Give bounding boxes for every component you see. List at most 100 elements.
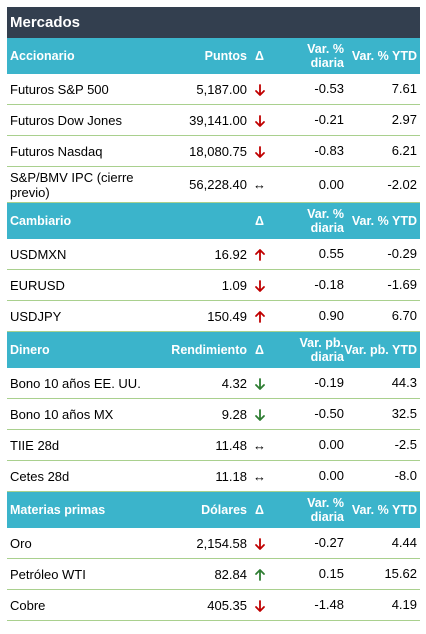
section-header: Cambiario Δ Var. % diaria Var. % YTD bbox=[7, 203, 420, 239]
ytd-change: 6.21 bbox=[391, 143, 417, 158]
down-arrow-icon bbox=[247, 535, 272, 551]
down-arrow-icon bbox=[247, 277, 272, 293]
ytd-change: 6.70 bbox=[391, 308, 417, 323]
table-row: USDMXN 16.92 0.55 -0.29 bbox=[7, 239, 420, 270]
daily-change: -0.83 bbox=[314, 143, 344, 158]
column-header: Rendimiento bbox=[171, 343, 247, 357]
ytd-change: 44.3 bbox=[391, 375, 417, 390]
section-header: Dinero Rendimiento Δ Var. pb. diaria Var. pb… bbox=[7, 332, 420, 368]
instrument-value: 405.35 bbox=[207, 597, 247, 613]
daily-change: -0.53 bbox=[314, 81, 344, 96]
table-row: Petróleo WTI 82.84 0.15 15.62 bbox=[7, 559, 420, 590]
instrument-name: USDJPY bbox=[10, 308, 62, 324]
instrument-name: EURUSD bbox=[10, 277, 65, 293]
column-header: Var. % YTD bbox=[351, 214, 417, 228]
table-row: Futuros S&P 500 5,187.00 -0.53 7.61 bbox=[7, 74, 420, 105]
daily-change: 0.00 bbox=[318, 437, 344, 452]
daily-change: -1.48 bbox=[314, 597, 344, 612]
down-arrow-icon bbox=[247, 81, 272, 97]
ytd-change: 4.19 bbox=[391, 597, 417, 612]
instrument-value: 150.49 bbox=[207, 308, 247, 324]
instrument-name: TIIE 28d bbox=[10, 437, 60, 453]
daily-change: -0.50 bbox=[314, 406, 344, 421]
up-arrow-icon bbox=[247, 246, 272, 262]
column-header: Dinero bbox=[10, 342, 50, 357]
column-header: Cambiario bbox=[10, 213, 72, 228]
instrument-name: Futuros Dow Jones bbox=[10, 112, 122, 128]
daily-change: -0.21 bbox=[314, 112, 344, 127]
instrument-name: Futuros S&P 500 bbox=[10, 81, 109, 97]
flat-arrow-icon: ↔ bbox=[247, 177, 272, 192]
daily-change: 0.90 bbox=[318, 308, 344, 323]
instrument-name: USDMXN bbox=[10, 246, 67, 262]
column-header: Δ bbox=[255, 343, 264, 357]
daily-change: 0.00 bbox=[318, 468, 344, 483]
flat-arrow-glyph: ↔ bbox=[253, 177, 266, 192]
column-header: Var. % YTD bbox=[351, 49, 417, 63]
column-header: Δ bbox=[255, 49, 264, 63]
column-header: Puntos bbox=[204, 49, 247, 63]
down-arrow-icon bbox=[247, 597, 272, 613]
table-row: Cobre 405.35 -1.48 4.19 bbox=[7, 590, 420, 621]
column-header: Accionario bbox=[10, 48, 75, 63]
table-row: Bono 10 años EE. UU. 4.32 -0.19 44.3 bbox=[7, 368, 420, 399]
ytd-change: 4.44 bbox=[391, 535, 417, 550]
instrument-value: 5,187.00 bbox=[196, 81, 247, 97]
up-arrow-icon bbox=[247, 566, 272, 582]
flat-arrow-glyph: ↔ bbox=[253, 437, 266, 453]
daily-change: -0.27 bbox=[314, 535, 344, 550]
table-row: Oro 2,154.58 -0.27 4.44 bbox=[7, 528, 420, 559]
ytd-change: -8.0 bbox=[394, 468, 417, 483]
ytd-change: -1.69 bbox=[387, 277, 417, 292]
ytd-change: 2.97 bbox=[391, 112, 417, 127]
instrument-value: 4.32 bbox=[221, 375, 247, 391]
daily-change: 0.15 bbox=[318, 566, 344, 581]
up-arrow-icon bbox=[247, 308, 272, 324]
table-row: USDJPY 150.49 0.90 6.70 bbox=[7, 301, 420, 332]
instrument-value: 11.48 bbox=[215, 437, 247, 453]
table-title: Mercados bbox=[7, 7, 420, 38]
table-row: S&P/BMV IPC (cierre previo) 56,228.40 ↔ 0.0… bbox=[7, 167, 420, 203]
section-header: Accionario Puntos Δ Var. % diaria Var. % YTD bbox=[7, 38, 420, 74]
instrument-value: 82.84 bbox=[214, 566, 247, 582]
instrument-value: 11.18 bbox=[215, 468, 247, 484]
daily-change: 0.55 bbox=[318, 246, 344, 261]
table-row: Futuros Nasdaq 18,080.75 -0.83 6.21 bbox=[7, 136, 420, 167]
flat-arrow-icon: ↔ bbox=[247, 438, 272, 453]
instrument-name: Oro bbox=[10, 535, 32, 551]
table-row: EURUSD 1.09 -0.18 -1.69 bbox=[7, 270, 420, 301]
daily-change: -0.19 bbox=[314, 375, 344, 390]
down-arrow-icon bbox=[247, 112, 272, 128]
instrument-name: Futuros Nasdaq bbox=[10, 143, 103, 159]
column-header: Var. pb. diaria bbox=[299, 336, 344, 364]
ytd-change: -2.02 bbox=[387, 176, 417, 192]
down-arrow-icon bbox=[247, 406, 272, 422]
daily-change: 0.00 bbox=[318, 176, 344, 192]
table-row: Cetes 28d 11.18 ↔ 0.00 -8.0 bbox=[7, 461, 420, 492]
column-header: Var. pb. YTD bbox=[344, 343, 417, 357]
table-row: Bono 10 años MX 9.28 -0.50 32.5 bbox=[7, 399, 420, 430]
instrument-name: Petróleo WTI bbox=[10, 566, 86, 582]
ytd-change: -0.29 bbox=[387, 246, 417, 261]
flat-arrow-icon: ↔ bbox=[247, 469, 272, 484]
column-header: Var. % YTD bbox=[351, 503, 417, 517]
section-header: Materias primas Dólares Δ Var. % diaria Var.… bbox=[7, 492, 420, 528]
column-header: Var. % diaria bbox=[307, 207, 344, 235]
table-row: Futuros Dow Jones 39,141.00 -0.21 2.97 bbox=[7, 105, 420, 136]
sections-container: Accionario Puntos Δ Var. % diaria Var. % YTD… bbox=[7, 38, 420, 621]
column-header: Δ bbox=[255, 214, 264, 228]
ytd-change: 15.62 bbox=[384, 566, 417, 581]
instrument-name: S&P/BMV IPC (cierre previo) bbox=[10, 169, 134, 200]
column-header: Var. % diaria bbox=[307, 42, 344, 70]
instrument-name: Bono 10 años MX bbox=[10, 406, 114, 422]
instrument-value: 1.09 bbox=[221, 277, 247, 293]
instrument-value: 18,080.75 bbox=[189, 143, 247, 159]
instrument-name: Bono 10 años EE. UU. bbox=[10, 375, 141, 391]
instrument-value: 16.92 bbox=[214, 246, 247, 262]
column-header: Var. % diaria bbox=[307, 496, 344, 524]
instrument-value: 39,141.00 bbox=[189, 112, 247, 128]
table-row: TIIE 28d 11.48 ↔ 0.00 -2.5 bbox=[7, 430, 420, 461]
ytd-change: 7.61 bbox=[391, 81, 417, 96]
ytd-change: -2.5 bbox=[394, 437, 417, 452]
down-arrow-icon bbox=[247, 143, 272, 159]
